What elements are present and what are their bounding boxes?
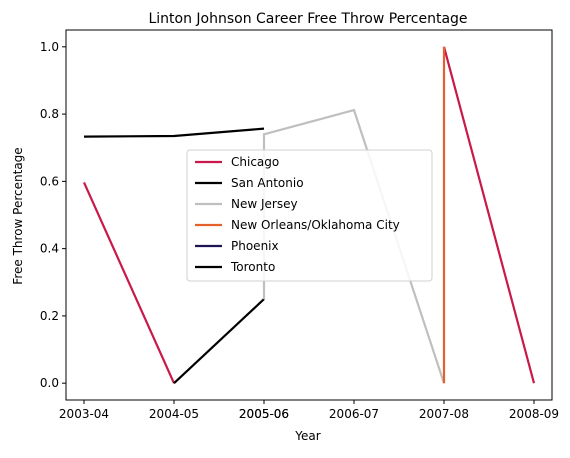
x-tick-label: 2004-05 (149, 407, 199, 421)
legend-label: Phoenix (231, 239, 279, 253)
y-tick-label: 0.2 (40, 309, 59, 323)
y-tick-label: 0.4 (40, 242, 59, 256)
x-tick-label: 2003-04 (59, 407, 109, 421)
series-line-toronto (83, 127, 265, 138)
y-tick-label: 0.0 (40, 376, 59, 390)
legend: Chicago San Antonio New Jersey New Orleans/… (186, 149, 433, 282)
legend-label: New Jersey (231, 197, 298, 211)
legend-label: Toronto (230, 260, 275, 274)
legend-label: Chicago (231, 155, 279, 169)
x-axis-label: Year (294, 429, 320, 443)
y-axis-label: Free Throw Percentage (11, 147, 25, 284)
series-line-chicago (442, 46, 536, 384)
series-line-san-antonio (173, 298, 265, 385)
x-tick-label: 2005-06 (239, 407, 289, 421)
axes-frame (65, 29, 553, 401)
x-tick-label: 2006-07 (329, 407, 379, 421)
legend-label: San Antonio (231, 176, 304, 190)
x-tick-label: 2005-06 (239, 407, 289, 421)
x-tick-label: 2007-08 (419, 407, 469, 421)
legend-box (186, 149, 433, 282)
y-axis-ticks: 0.0 0.2 0.4 0.6 0.8 1.0 (40, 40, 66, 390)
legend-label: New Orleans/Oklahoma City (231, 218, 400, 232)
y-tick-label: 0.8 (40, 107, 59, 121)
chart-title: Linton Johnson Career Free Throw Percent… (148, 11, 467, 27)
series-line-chicago (82, 181, 176, 384)
x-tick-label: 2008-09 (509, 407, 559, 421)
y-tick-label: 1.0 (40, 40, 59, 54)
y-tick-label: 0.6 (40, 174, 59, 188)
